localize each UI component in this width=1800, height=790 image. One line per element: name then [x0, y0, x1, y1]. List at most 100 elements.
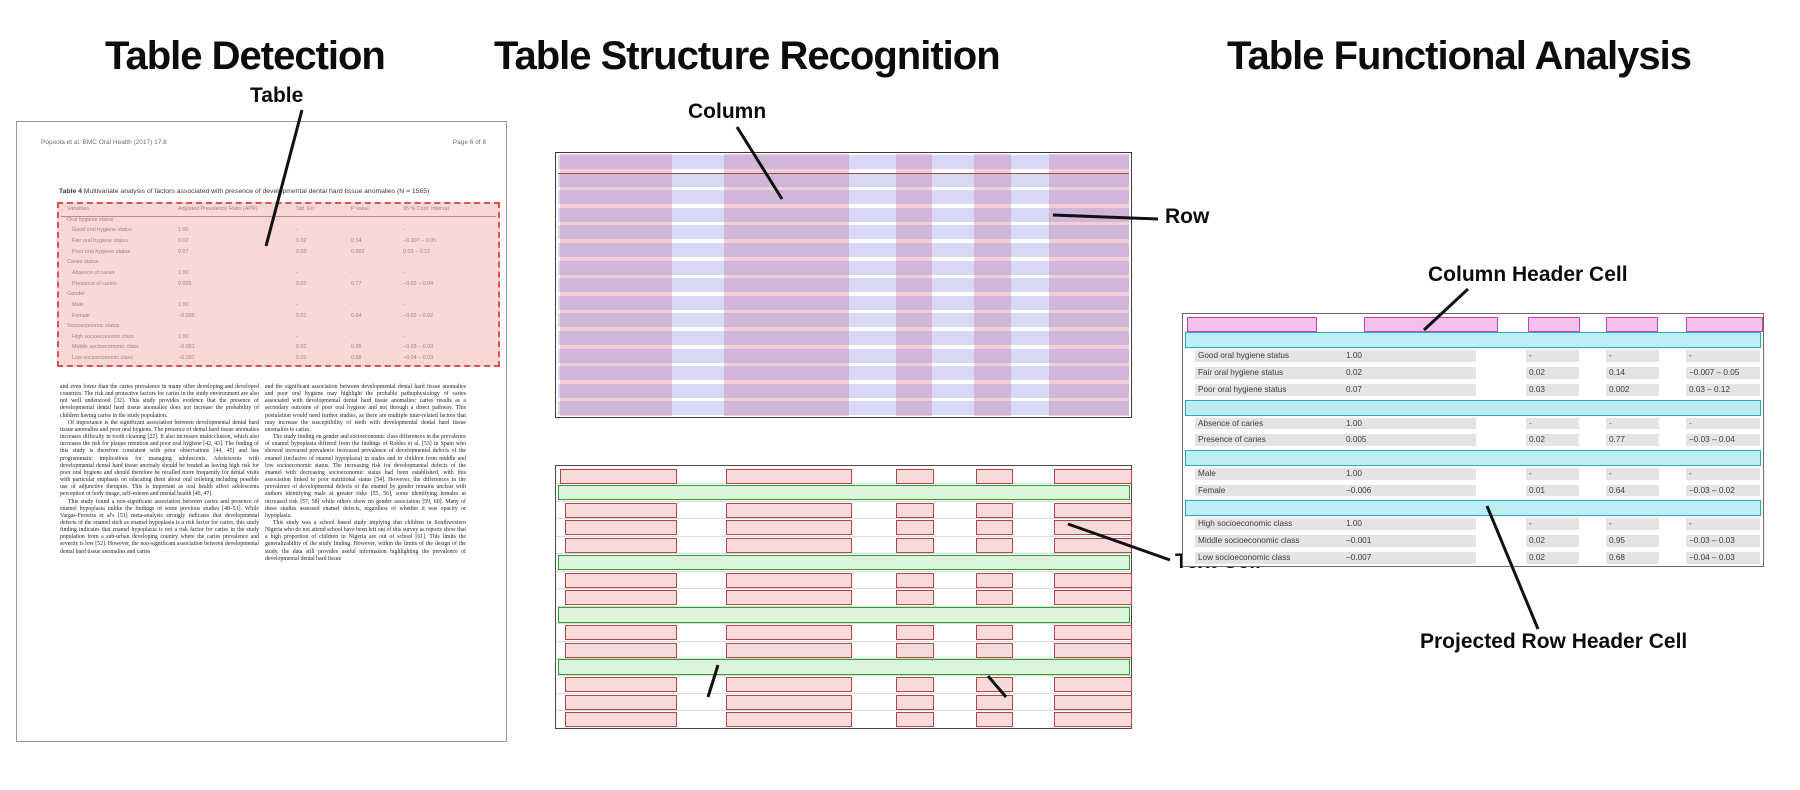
grid-cell-box — [896, 642, 934, 658]
functional-row-label-bar: High socioeconomic class — [1195, 518, 1354, 530]
functional-cell-bar: - — [1526, 350, 1579, 362]
grid-cell-box — [726, 694, 852, 710]
functional-cell-bar: −0.03 – 0.03 — [1686, 535, 1760, 547]
row-highlight-band — [558, 172, 1129, 187]
annotation-column-header-cell: Column Header Cell — [1428, 263, 1628, 286]
functional-cell-bar: 0.03 – 0.12 — [1686, 384, 1760, 396]
column-header-cell-box — [1187, 316, 1317, 332]
grid-cell-box — [896, 694, 934, 710]
body-paragraph: and the significant association between … — [265, 384, 466, 433]
grid-cell-box — [1054, 502, 1132, 518]
spanning-cell-box — [558, 484, 1130, 501]
grid-cell-box — [976, 590, 1013, 606]
header-rule — [558, 172, 1129, 174]
functional-cell-bar: −0.03 – 0.04 — [1686, 434, 1760, 446]
grid-cell-box — [726, 590, 852, 606]
document-page: Popoola et al. BMC Oral Health (2017) 17… — [16, 121, 507, 742]
functional-cell-bar: 1.00 — [1343, 350, 1476, 362]
body-text-left-column: and even lower than the caries prevalenc… — [60, 384, 259, 729]
grid-line — [556, 500, 1131, 502]
functional-cell-bar: - — [1606, 518, 1659, 530]
annotation-row: Row — [1165, 205, 1210, 228]
table-caption-number: Table 4 — [59, 188, 82, 195]
functional-row-label-bar: Female — [1195, 484, 1354, 497]
functional-cell-bar: - — [1686, 468, 1760, 480]
grid-cell-box — [896, 520, 934, 536]
grid-cell-box — [726, 520, 852, 536]
functional-row-label-bar: Fair oral hygiene status — [1195, 367, 1354, 379]
column-highlight-band — [560, 154, 672, 416]
functional-cell-bar: 0.002 — [1606, 384, 1659, 396]
grid-line — [556, 518, 1131, 520]
functional-cell-bar: 0.02 — [1526, 552, 1579, 564]
functional-cell-bar: 0.02 — [1526, 434, 1579, 446]
row-highlight-band — [558, 348, 1129, 363]
annotation-table: Table — [250, 84, 304, 107]
grid-line — [556, 535, 1131, 537]
functional-cell-bar: - — [1686, 350, 1760, 362]
functional-cell-bar: 0.07 — [1343, 384, 1476, 396]
table-caption: Table 4 Multivariate analysis of factors… — [59, 188, 499, 195]
functional-cell-bar: −0.001 — [1343, 535, 1476, 547]
row-highlight-band — [558, 225, 1129, 240]
projected-row-header-cell-box — [1185, 500, 1761, 517]
functional-cell-bar: 0.14 — [1606, 367, 1659, 379]
grid-cell-box — [726, 537, 852, 553]
grid-line — [556, 640, 1131, 642]
grid-cell-box — [1054, 642, 1132, 658]
text-cell-box — [565, 625, 677, 641]
column-header-cell-box — [1528, 316, 1580, 332]
grid-cell-box — [726, 572, 852, 588]
body-text-right-column: and the significant association between … — [265, 384, 466, 729]
grid-line — [556, 657, 1131, 659]
functional-row-label-bar: Absence of caries — [1195, 417, 1354, 430]
functional-cell-bar: 0.03 — [1526, 384, 1579, 396]
grid-cell-box — [976, 537, 1013, 553]
functional-cell-bar: 0.02 — [1526, 367, 1579, 379]
text-cell-box — [565, 572, 677, 588]
grid-line — [556, 570, 1131, 572]
grid-cell-box — [1054, 712, 1132, 728]
grid-cell-box — [1054, 590, 1132, 606]
grid-cell-box — [896, 537, 934, 553]
text-cell-box — [565, 520, 677, 536]
grid-cell-box — [1054, 694, 1132, 710]
grid-cell-box — [976, 642, 1013, 658]
functional-row-label-bar: Presence of caries — [1195, 434, 1354, 446]
spanning-cell-box — [558, 659, 1130, 675]
body-paragraph: Of importance is the significant associa… — [60, 419, 259, 498]
grid-cell-box — [1054, 625, 1132, 641]
header-cell-box — [560, 468, 677, 484]
column-header-cell-box — [1364, 316, 1498, 332]
body-paragraph: and even lower than the caries prevalenc… — [60, 384, 259, 419]
functional-cell-bar: 0.68 — [1606, 552, 1659, 564]
functional-cell-bar: - — [1686, 417, 1760, 430]
grid-line — [556, 710, 1131, 712]
functional-cell-bar: 0.02 — [1526, 535, 1579, 547]
row-highlight-band — [558, 366, 1129, 381]
column-highlight-band — [974, 154, 1011, 416]
functional-cell-bar: −0.007 — [1343, 552, 1476, 564]
functional-cell-bar: - — [1526, 518, 1579, 530]
spanning-cell-box — [558, 554, 1130, 571]
row-highlight-band — [558, 260, 1129, 275]
row-highlight-band — [558, 313, 1129, 328]
annotation-projected-row-header-cell: Projected Row Header Cell — [1420, 630, 1688, 653]
functional-cell-bar: 0.95 — [1606, 535, 1659, 547]
grid-line — [556, 588, 1131, 590]
grid-cell-box — [976, 502, 1013, 518]
functional-cell-bar: - — [1606, 468, 1659, 480]
row-highlight-band — [558, 155, 1129, 169]
header-cell-box — [896, 468, 934, 484]
structure-cells-table — [555, 465, 1132, 729]
column-header-cell-box — [1606, 316, 1658, 332]
document-header: Popoola et al. BMC Oral Health (2017) 17… — [41, 139, 486, 146]
grid-line — [556, 553, 1131, 555]
grid-cell-box — [896, 712, 934, 728]
functional-cell-bar: 0.005 — [1343, 434, 1476, 446]
panel-title-table-detection: Table Detection — [105, 34, 386, 78]
grid-cell-box — [896, 502, 934, 518]
grid-cell-box — [976, 694, 1013, 710]
grid-cell-box — [896, 590, 934, 606]
